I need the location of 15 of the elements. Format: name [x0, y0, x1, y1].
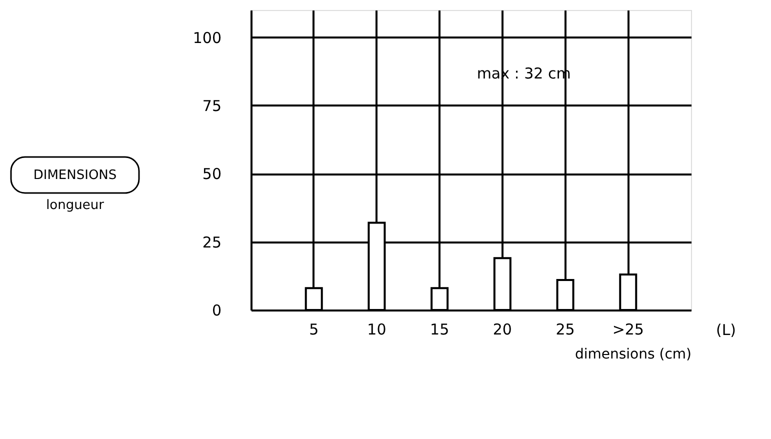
y-tick-label: 75: [202, 96, 222, 115]
y-tick-label: 100: [192, 28, 222, 47]
text: DIMENSIONS: [33, 168, 117, 183]
x-tick-label: >25: [612, 320, 644, 338]
x-tick-label: 25: [556, 320, 575, 338]
x-tick-label: 5: [309, 320, 319, 338]
y-tick-label: 50: [202, 165, 222, 184]
y-tick-label: 0: [212, 302, 222, 320]
y-tick-label: 25: [202, 233, 222, 252]
x-tick-label: 15: [430, 320, 450, 338]
x-axis-title: dimensions (cm): [574, 346, 692, 362]
text: (L): [716, 321, 736, 339]
x-tick-label: 20: [492, 320, 512, 338]
text: longueur: [46, 198, 105, 213]
x-tick-label: 10: [367, 320, 386, 338]
